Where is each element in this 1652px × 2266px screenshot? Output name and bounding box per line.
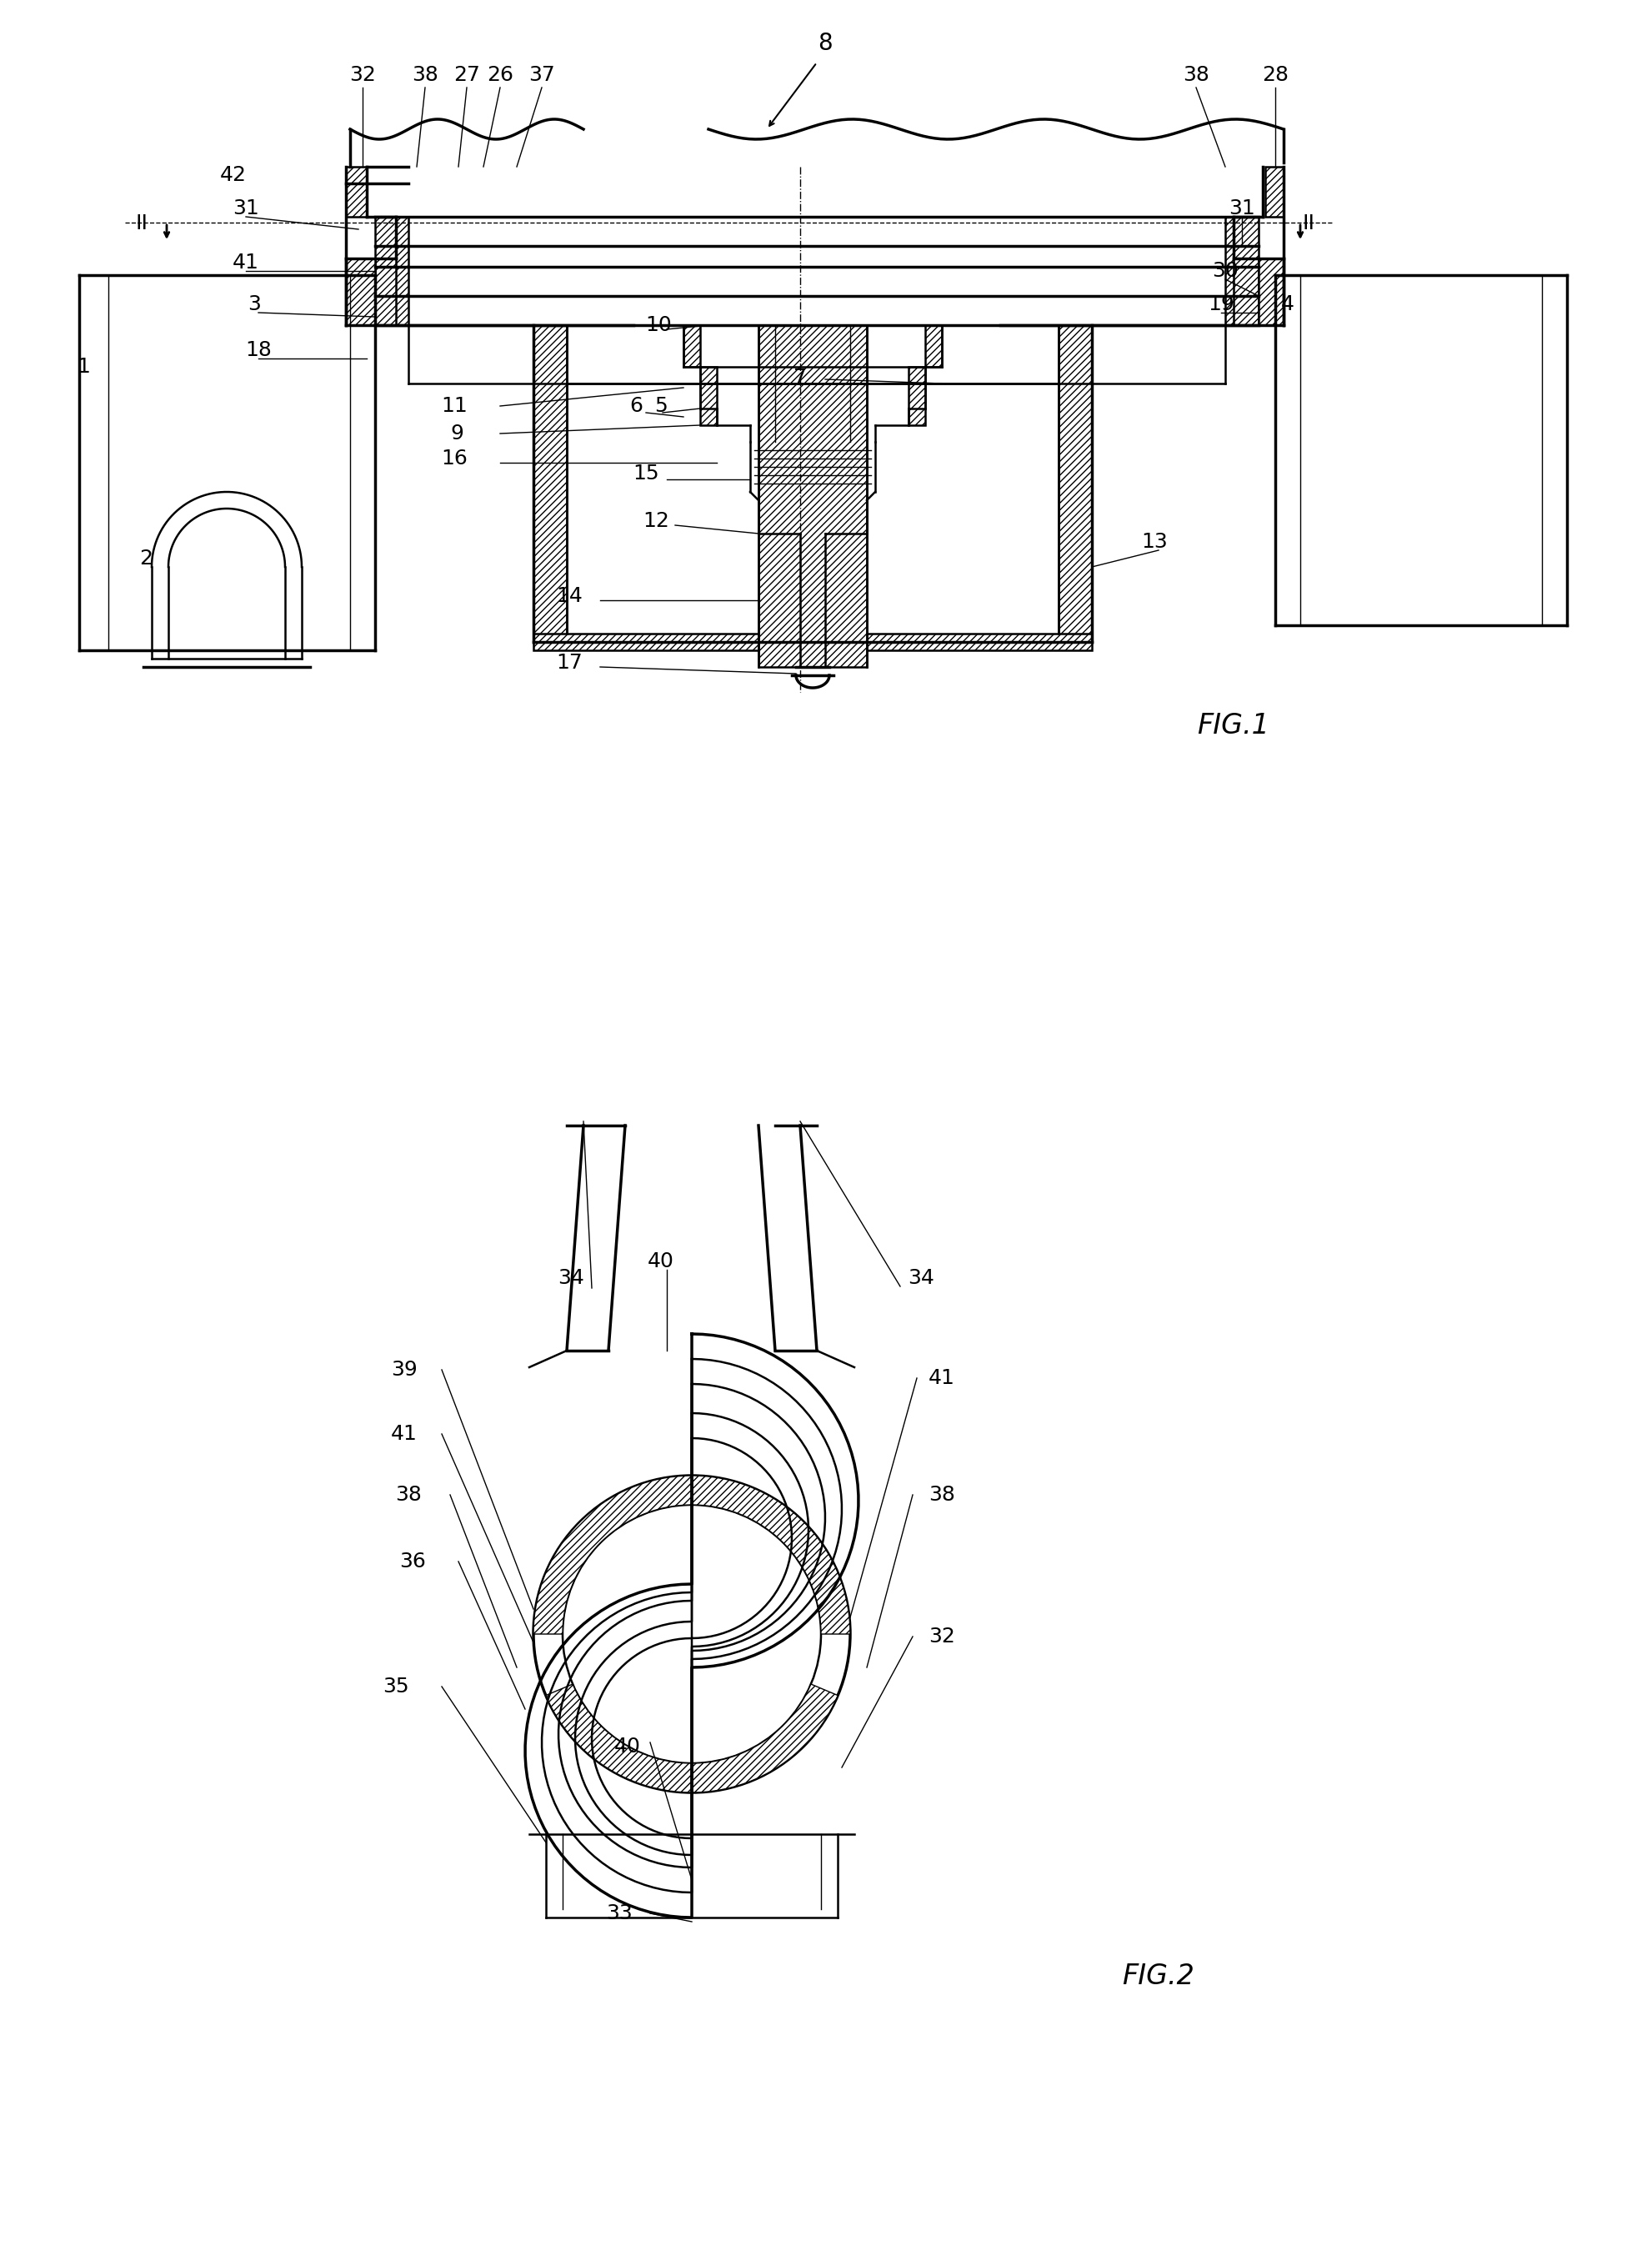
Bar	[925, 324, 942, 367]
Text: 41: 41	[928, 1369, 955, 1389]
Text: II: II	[135, 213, 149, 233]
Text: 14: 14	[555, 587, 582, 605]
Text: 32: 32	[349, 66, 375, 86]
Text: 39: 39	[392, 1360, 418, 1380]
Text: 37: 37	[529, 66, 555, 86]
Text: 2: 2	[139, 548, 152, 569]
Bar	[684, 324, 700, 367]
Bar	[345, 168, 367, 218]
Text: 15: 15	[633, 465, 659, 483]
Text: 16: 16	[441, 449, 468, 469]
Text: 7: 7	[793, 367, 806, 387]
Text: 11: 11	[441, 397, 468, 417]
Text: 38: 38	[395, 1484, 421, 1505]
Text: 36: 36	[400, 1552, 426, 1573]
Bar	[375, 218, 408, 324]
Polygon shape	[534, 1475, 849, 1634]
Bar	[758, 324, 866, 666]
Text: 34: 34	[907, 1269, 933, 1287]
Text: II: II	[1302, 213, 1315, 233]
Polygon shape	[545, 1684, 838, 1792]
Text: 35: 35	[383, 1677, 410, 1697]
Text: 19: 19	[1208, 295, 1234, 315]
Bar	[345, 258, 375, 324]
Text: 1: 1	[76, 356, 89, 376]
Bar	[909, 367, 925, 426]
Bar	[1057, 324, 1092, 641]
Bar	[1265, 168, 1284, 218]
Text: 3: 3	[248, 295, 261, 315]
Text: 30: 30	[1211, 261, 1237, 281]
Text: FIG.1: FIG.1	[1196, 712, 1269, 739]
Text: 34: 34	[557, 1269, 583, 1287]
Text: 12: 12	[643, 512, 669, 530]
Text: 26: 26	[487, 66, 514, 86]
Text: 38: 38	[1183, 66, 1209, 86]
Bar	[1224, 218, 1257, 324]
Text: 27: 27	[453, 66, 479, 86]
Text: 8: 8	[818, 32, 833, 54]
Text: FIG.2: FIG.2	[1122, 1962, 1194, 1990]
Text: 41: 41	[392, 1423, 418, 1443]
Text: 6: 6	[629, 397, 643, 417]
Text: 40: 40	[648, 1251, 674, 1271]
Text: 4: 4	[1280, 295, 1294, 315]
Text: 17: 17	[555, 653, 582, 673]
Text: 42: 42	[220, 165, 246, 186]
Text: 31: 31	[1227, 199, 1254, 218]
Text: 40: 40	[615, 1736, 641, 1756]
Text: 10: 10	[644, 315, 671, 335]
Bar	[700, 367, 717, 426]
Bar	[534, 634, 1092, 650]
Text: 9: 9	[449, 424, 463, 444]
Text: 38: 38	[928, 1484, 955, 1505]
Text: 38: 38	[411, 66, 438, 86]
Text: 13: 13	[1140, 533, 1166, 553]
Text: 28: 28	[1260, 66, 1289, 86]
Text: 33: 33	[606, 1903, 633, 1924]
Bar	[1257, 258, 1284, 324]
Text: 18: 18	[244, 340, 271, 360]
Text: 31: 31	[233, 199, 259, 218]
Text: 32: 32	[928, 1627, 955, 1647]
Bar	[534, 324, 567, 641]
Text: 41: 41	[233, 252, 259, 272]
Text: 5: 5	[654, 397, 667, 417]
